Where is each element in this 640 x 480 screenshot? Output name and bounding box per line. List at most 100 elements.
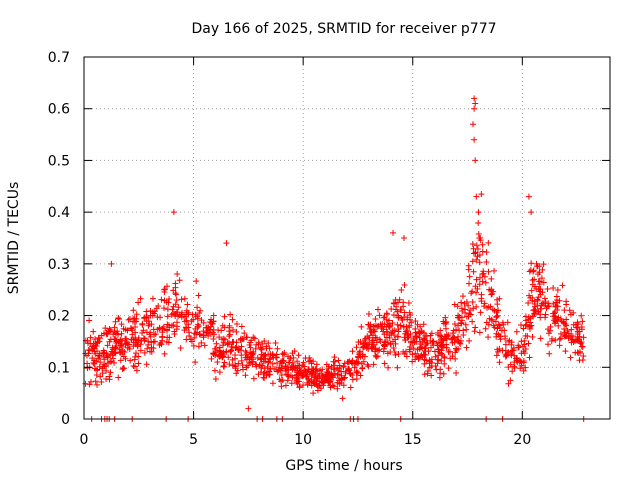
- data-point: [524, 333, 531, 340]
- data-point: [544, 303, 551, 310]
- data-point: [472, 324, 479, 331]
- data-point: [395, 328, 402, 335]
- data-point: [478, 295, 485, 302]
- data-point: [473, 193, 480, 200]
- data-point: [474, 285, 481, 292]
- data-point: [313, 361, 320, 368]
- data-point: [143, 329, 150, 336]
- data-point: [86, 347, 93, 354]
- y-tick-label: 0.5: [48, 153, 70, 169]
- data-point: [403, 328, 410, 335]
- data-point: [302, 368, 309, 375]
- data-point: [421, 371, 428, 378]
- data-point: [133, 367, 140, 374]
- data-point: [478, 191, 485, 198]
- data-point: [470, 121, 477, 128]
- data-point: [143, 361, 150, 368]
- data-point: [563, 322, 570, 329]
- data-point: [488, 275, 495, 282]
- data-point: [161, 289, 168, 296]
- data-point: [490, 322, 497, 329]
- data-point: [106, 328, 113, 335]
- data-point: [355, 359, 362, 366]
- data-point: [400, 323, 407, 330]
- data-point: [291, 348, 298, 355]
- plot-frame: [83, 56, 611, 420]
- data-point: [330, 383, 337, 390]
- data-point: [502, 353, 509, 360]
- data-point: [135, 360, 142, 367]
- data-point: [184, 301, 191, 308]
- data-point: [496, 295, 503, 302]
- data-point: [214, 358, 221, 365]
- data-point: [519, 343, 526, 350]
- data-point: [419, 345, 426, 352]
- data-point: [395, 299, 402, 306]
- data-point: [545, 341, 552, 348]
- data-point: [147, 333, 154, 340]
- data-point: [285, 373, 292, 380]
- data-point: [225, 354, 232, 361]
- data-point: [395, 350, 402, 357]
- data-point: [410, 345, 417, 352]
- data-point: [399, 316, 406, 323]
- data-point: [394, 333, 401, 340]
- data-point: [331, 354, 338, 361]
- data-point: [103, 367, 110, 374]
- data-point: [220, 335, 227, 342]
- data-point: [400, 235, 407, 241]
- data-point: [319, 378, 326, 385]
- data-point: [228, 347, 235, 354]
- data-point: [164, 313, 171, 320]
- data-point: [476, 274, 483, 281]
- data-point: [522, 313, 529, 320]
- data-point: [166, 334, 173, 341]
- data-point: [233, 321, 240, 328]
- data-point: [323, 376, 330, 383]
- data-point: [109, 344, 116, 351]
- data-point: [267, 355, 274, 362]
- data-point: [470, 305, 477, 312]
- data-point: [479, 271, 486, 278]
- data-point: [563, 301, 570, 308]
- data-point: [161, 350, 168, 357]
- data-point: [480, 268, 487, 275]
- data-point: [489, 290, 496, 297]
- data-point: [112, 345, 119, 352]
- y-tick-label: 0.7: [48, 50, 70, 66]
- data-point: [556, 342, 563, 349]
- data-point: [473, 303, 480, 310]
- data-point: [349, 372, 356, 379]
- data-point: [242, 348, 249, 355]
- data-point: [282, 365, 289, 372]
- data-point: [417, 323, 424, 330]
- data-point: [227, 311, 234, 318]
- data-point: [401, 281, 408, 288]
- data-point: [227, 331, 234, 338]
- data-point: [170, 209, 177, 216]
- data-point: [359, 344, 366, 351]
- data-point: [216, 334, 223, 341]
- data-point: [440, 370, 447, 377]
- data-point: [579, 343, 586, 350]
- data-point: [124, 344, 131, 351]
- data-point: [439, 344, 446, 351]
- y-tick-label: 0.2: [48, 309, 70, 325]
- data-point: [257, 345, 264, 352]
- data-point: [301, 363, 308, 370]
- data-point: [384, 311, 391, 318]
- data-point: [397, 322, 404, 329]
- data-point: [462, 321, 469, 328]
- data-point: [471, 105, 478, 112]
- data-point: [210, 335, 217, 342]
- data-point: [124, 340, 131, 347]
- data-point: [323, 361, 330, 368]
- data-point: [209, 329, 216, 336]
- data-point: [127, 357, 134, 364]
- data-point: [520, 367, 527, 374]
- data-point: [550, 300, 557, 307]
- data-point: [106, 376, 113, 383]
- data-point: [570, 309, 577, 316]
- data-point: [90, 328, 97, 335]
- data-point: [233, 328, 240, 335]
